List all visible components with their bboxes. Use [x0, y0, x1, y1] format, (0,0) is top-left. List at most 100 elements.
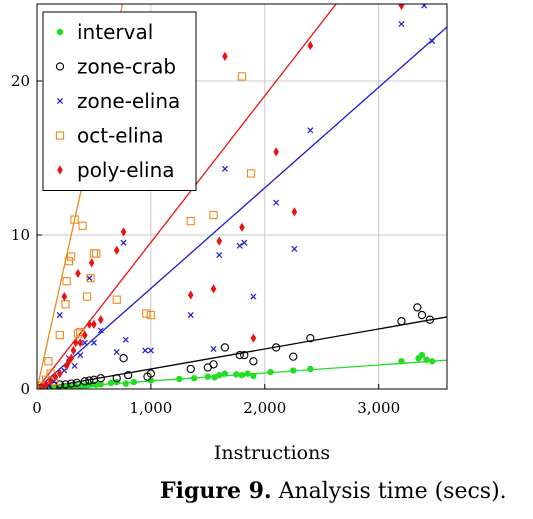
poly-elina-point	[120, 227, 127, 237]
zone-crab-point	[235, 350, 244, 360]
interval-point	[190, 375, 198, 382]
legend-label-interval: interval	[77, 20, 153, 44]
zone-elina-point	[421, 4, 428, 9]
zone-elina-point	[241, 239, 248, 246]
interval-point	[147, 377, 155, 384]
zone-crab-point	[220, 343, 230, 352]
plot-frame	[36, 3, 448, 390]
interval-series	[37, 351, 436, 389]
zone-crab-point	[249, 357, 258, 366]
interval-point	[290, 367, 297, 374]
zone-crab-point	[123, 370, 133, 380]
zone-elina-point	[97, 327, 104, 334]
zone-crab-point	[146, 369, 156, 378]
interval-point	[238, 371, 246, 379]
oct-elina-point	[70, 215, 79, 224]
oct-elina-point	[146, 310, 156, 320]
interval-point	[122, 380, 130, 387]
interval-point	[423, 356, 430, 363]
zone-crab-point	[112, 374, 121, 383]
oct-elina-point	[209, 210, 218, 220]
oct-elina-point	[142, 309, 151, 318]
poly-elina-point	[70, 345, 77, 356]
legend-label-zone-elina: zone-elina	[77, 89, 180, 113]
poly-elina-point	[52, 372, 59, 382]
poly-elina-point	[88, 258, 95, 268]
poly-elina-point	[216, 236, 223, 246]
zone-elina-point	[56, 312, 63, 319]
poly-elina-point	[66, 356, 72, 366]
poly-elina-point	[91, 319, 97, 329]
interval-point	[176, 375, 183, 383]
poly-elina-point	[97, 315, 104, 325]
oct-elina-point	[86, 273, 95, 283]
zone-elina-point	[122, 336, 129, 343]
zone-elina-legend-marker	[56, 97, 64, 105]
y-tick-label: 10	[11, 226, 30, 244]
oct-elina-point	[62, 277, 71, 286]
zone-elina-point	[291, 245, 298, 252]
oct-elina-point	[237, 72, 247, 81]
interval-point	[233, 371, 240, 378]
poly-elina-legend-marker	[57, 165, 63, 175]
zone-crab-point	[240, 350, 249, 360]
y-tick-label: 0	[20, 380, 30, 398]
zone-crab-point	[119, 354, 128, 363]
poly-elina-point	[56, 369, 63, 379]
zone-elina-point	[77, 352, 84, 359]
oct-elina-point	[246, 169, 256, 178]
zone-crab-point	[272, 343, 281, 352]
poly-elina-point	[222, 51, 228, 61]
zone-elina-point	[429, 37, 436, 44]
interval-point	[307, 365, 314, 373]
poly-elina-point	[239, 222, 245, 232]
oct-elina-legend-marker	[55, 131, 65, 140]
zone-elina-point	[142, 347, 149, 354]
interval-point	[428, 358, 436, 365]
interval-point	[204, 373, 212, 380]
legend-label-poly-elina: poly-elina	[77, 158, 175, 182]
zone-crab-point	[397, 317, 406, 326]
interval-legend-marker	[56, 28, 64, 36]
zone-elina-point	[398, 20, 405, 28]
x-tick-label: 2,000	[243, 399, 286, 417]
interval-point	[418, 351, 426, 359]
zone-elina-point	[221, 165, 228, 172]
zone-elina-point	[81, 339, 88, 346]
legend-label-oct-elina: oct-elina	[77, 124, 164, 148]
oct-elina-point	[82, 292, 92, 301]
interval-point	[398, 358, 405, 365]
interval-point	[216, 371, 223, 379]
zone-crab-point	[61, 380, 70, 389]
zone-elina-point	[147, 347, 154, 354]
zone-crab-point	[85, 376, 94, 385]
oct-elina-point	[64, 257, 74, 266]
x-axis-label: Instructions	[214, 442, 330, 464]
poly-elina-point	[307, 40, 314, 51]
oct-elina-point	[89, 249, 99, 258]
zone-crab-point	[289, 352, 298, 361]
interval-point	[244, 370, 251, 377]
zone-crab-trend-line	[37, 316, 447, 389]
oct-elina-point	[44, 357, 53, 366]
oct-elina-point	[73, 329, 83, 338]
legend-label-zone-crab: zone-crab	[77, 55, 176, 79]
oct-elina-point	[76, 327, 85, 337]
oct-elina-point	[186, 216, 195, 226]
zone-crab-legend-marker	[55, 62, 65, 71]
poly-elina-point	[72, 338, 79, 348]
poly-elina-point	[398, 4, 405, 11]
zone-crab-point	[186, 364, 195, 374]
zone-elina-point	[86, 275, 93, 282]
legend-box	[42, 11, 197, 191]
zone-elina-point	[216, 251, 223, 259]
poly-elina-point	[43, 379, 49, 389]
poly-elina-point	[47, 376, 54, 386]
zone-elina-point	[273, 199, 280, 206]
interval-point	[221, 370, 229, 377]
poly-elina-point	[250, 333, 257, 343]
legend: interval zone-crab zone-elina oct-elina poly…	[42, 11, 197, 191]
zone-elina-point	[210, 345, 217, 352]
oct-elina-point	[78, 221, 87, 230]
